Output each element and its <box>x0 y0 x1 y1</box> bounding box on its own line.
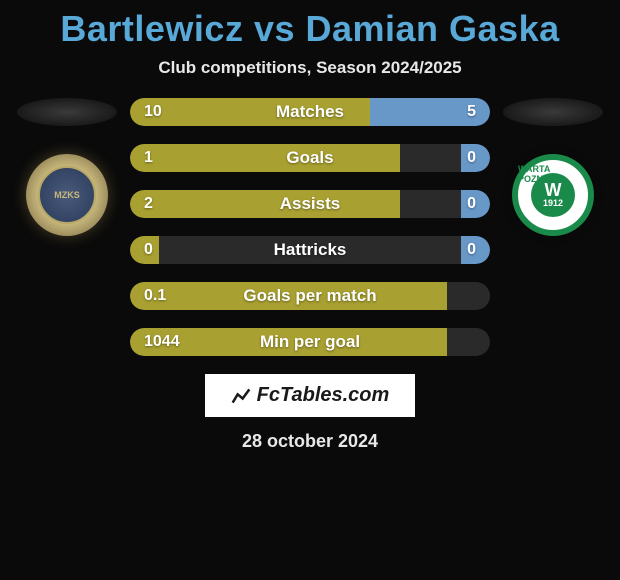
stat-row: 0.1Goals per match <box>130 282 490 310</box>
stat-row: 105Matches <box>130 98 490 126</box>
shadow-ellipse-right <box>503 98 603 126</box>
shadow-ellipse-left <box>17 98 117 126</box>
stat-row: 20Assists <box>130 190 490 218</box>
watermark: FcTables.com <box>205 374 416 417</box>
stat-label: Goals <box>130 148 490 168</box>
left-column: MZKS <box>12 98 122 236</box>
stat-row: 1044Min per goal <box>130 328 490 356</box>
watermark-text: FcTables.com <box>257 384 390 407</box>
stat-label: Goals per match <box>130 286 490 306</box>
subtitle: Club competitions, Season 2024/2025 <box>158 58 461 78</box>
team-badge-left: MZKS <box>26 154 108 236</box>
main-area: MZKS 105Matches 10Goals 20Assists 00Hattric… <box>0 98 620 356</box>
stat-row: 00Hattricks <box>130 236 490 264</box>
page-title: Bartlewicz vs Damian Gaska <box>60 8 559 50</box>
badge-ring-text: WARTA POZNAN <box>518 160 588 230</box>
chart-icon <box>231 386 251 406</box>
stat-label: Matches <box>130 102 490 122</box>
date-line: 28 october 2024 <box>242 431 378 452</box>
stat-label: Min per goal <box>130 332 490 352</box>
right-column: WARTA POZNAN W 1912 <box>498 98 608 236</box>
comparison-card: Bartlewicz vs Damian Gaska Club competit… <box>0 0 620 452</box>
stat-label: Hattricks <box>130 240 490 260</box>
team-badge-left-inner: MZKS <box>38 166 96 224</box>
stat-label: Assists <box>130 194 490 214</box>
team-badge-right: WARTA POZNAN W 1912 <box>512 154 594 236</box>
stats-bars: 105Matches 10Goals 20Assists 00Hattricks 0.1… <box>130 98 490 356</box>
stat-row: 10Goals <box>130 144 490 172</box>
